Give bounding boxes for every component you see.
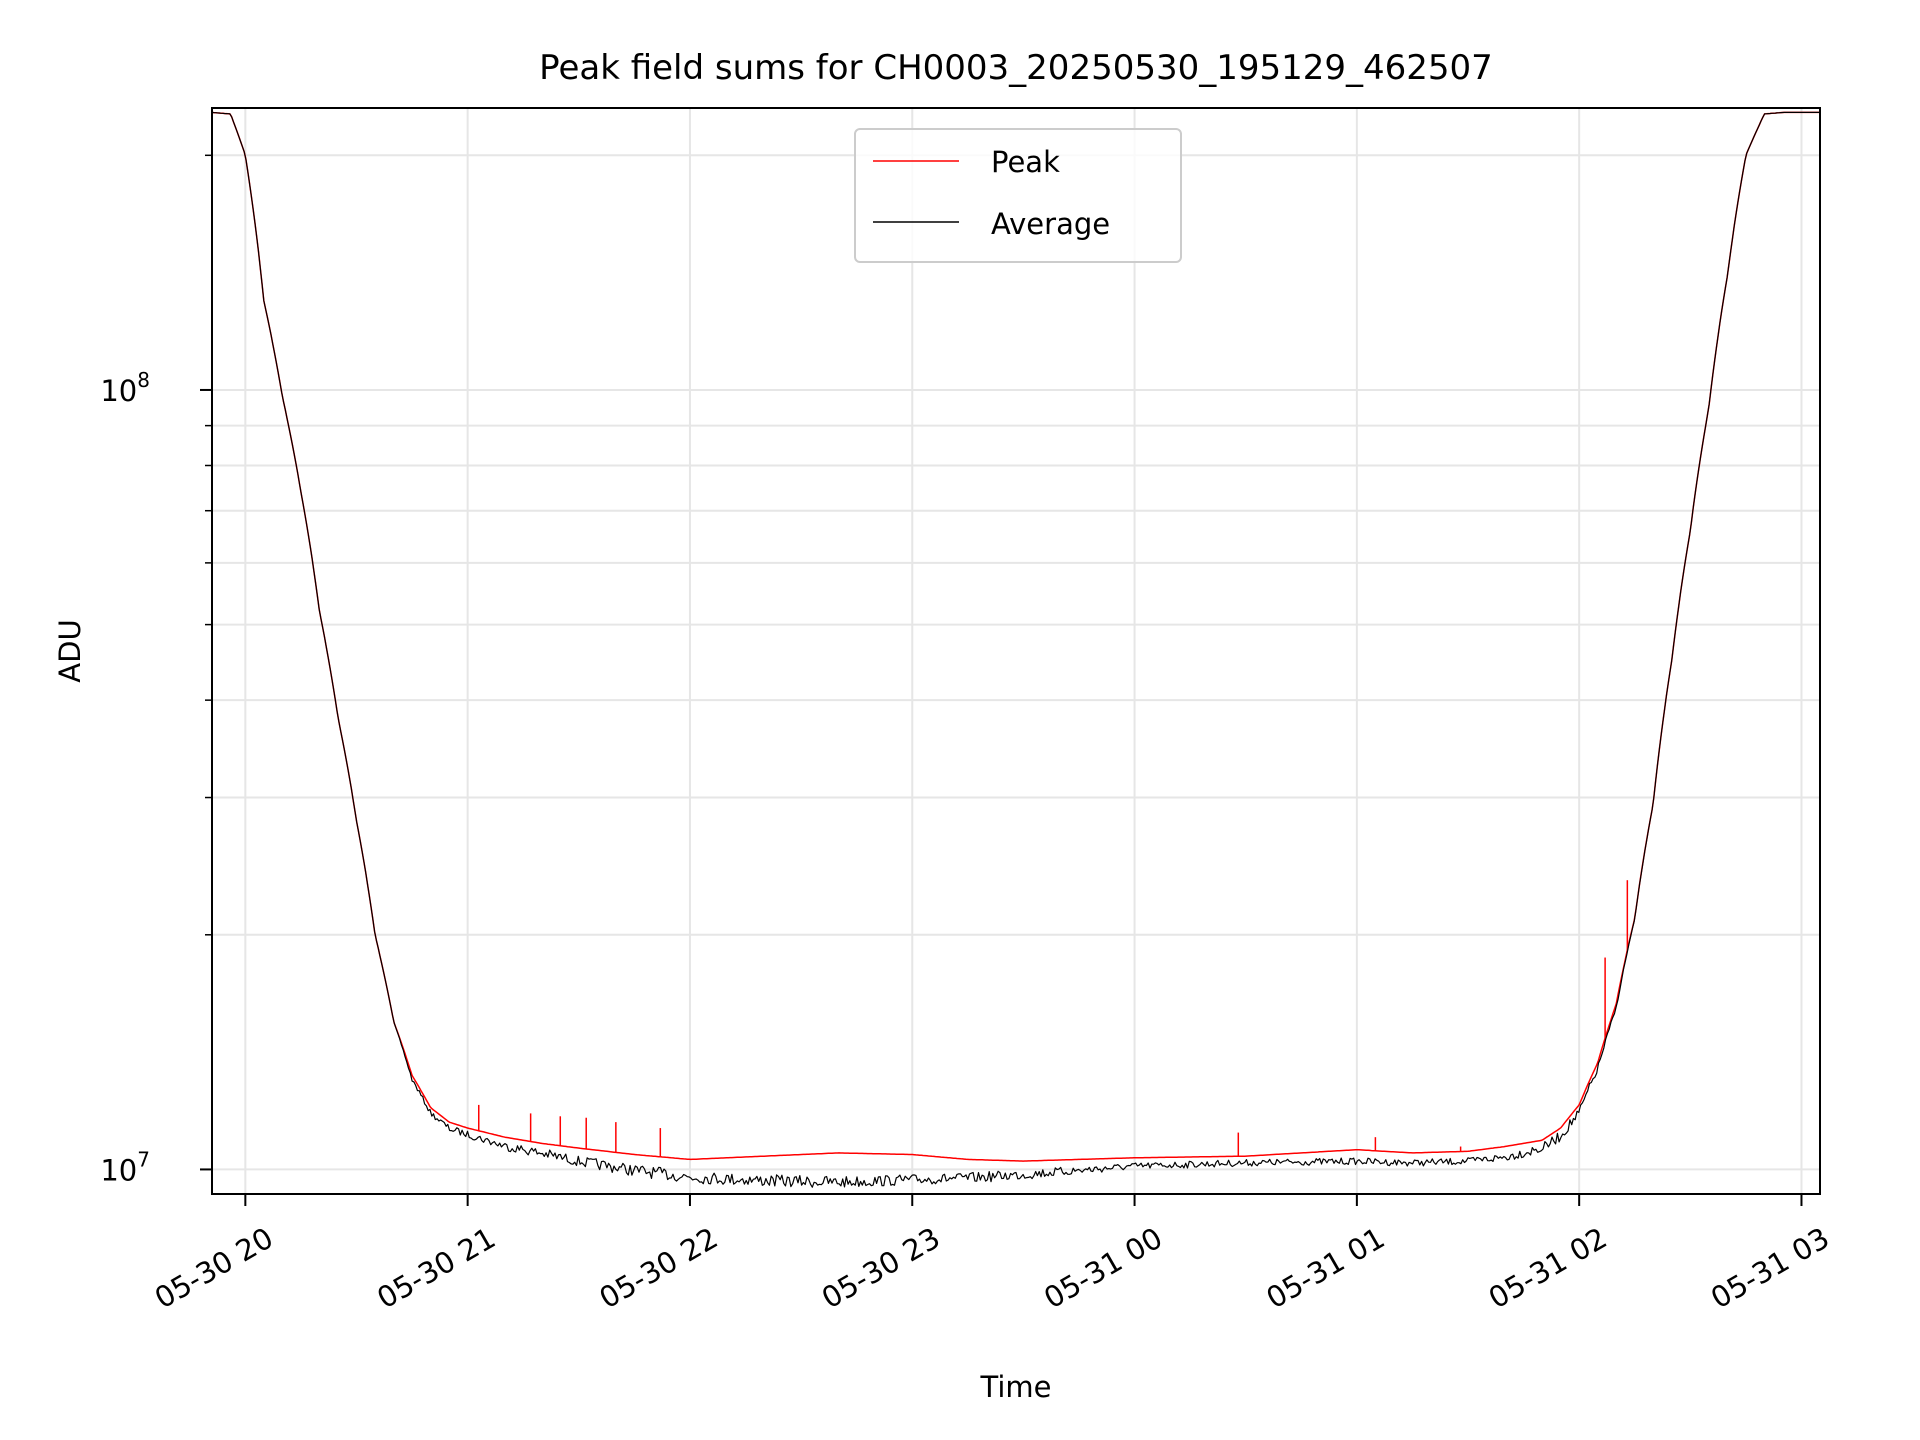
legend-average-label: Average <box>991 207 1110 241</box>
series-layer <box>211 111 1820 1188</box>
legend-peak-label: Peak <box>991 145 1060 179</box>
plot-frame <box>211 107 1821 1195</box>
legend-box <box>854 128 1182 263</box>
y-axis-ticks: 107 108 <box>100 154 212 1187</box>
legend: Peak Average <box>854 128 1182 263</box>
chart-title: Peak field sums for CH0003_20250530_1951… <box>539 48 1493 88</box>
series-line-peak <box>211 111 1820 1162</box>
y-tick-label: 107 <box>100 1147 150 1187</box>
y-tick-label: 108 <box>100 368 150 408</box>
series-line-average <box>211 111 1820 1188</box>
plot-area <box>212 108 1820 1194</box>
x-axis-label: Time <box>980 1370 1052 1404</box>
y-axis-label: ADU <box>53 619 87 682</box>
